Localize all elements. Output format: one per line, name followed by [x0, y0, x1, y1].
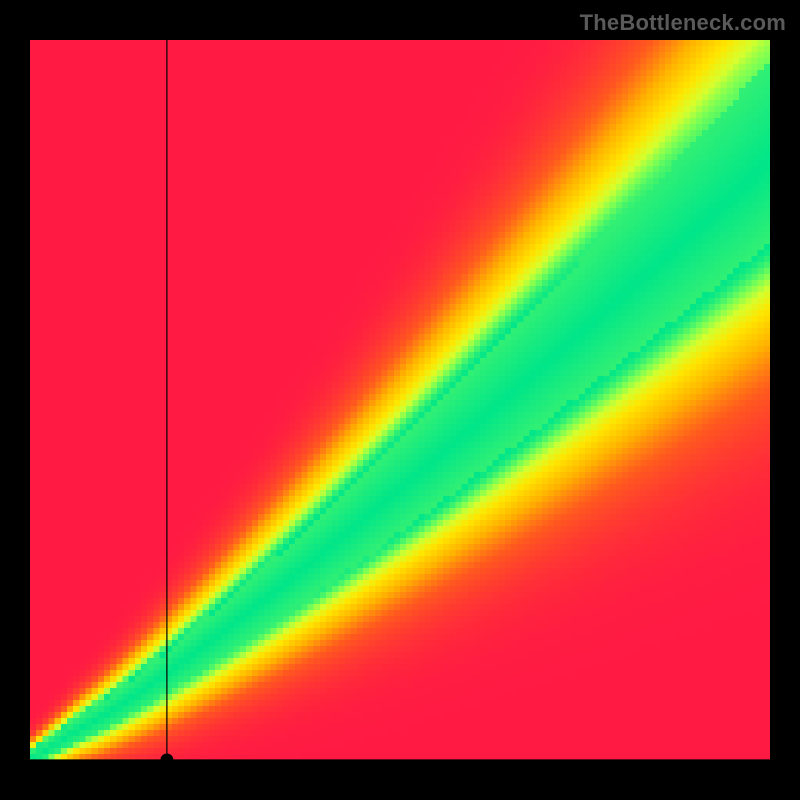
watermark-label: TheBottleneck.com — [580, 10, 786, 36]
chart-container: TheBottleneck.com — [0, 0, 800, 800]
heatmap-canvas — [30, 40, 770, 760]
plot-frame — [30, 40, 770, 760]
